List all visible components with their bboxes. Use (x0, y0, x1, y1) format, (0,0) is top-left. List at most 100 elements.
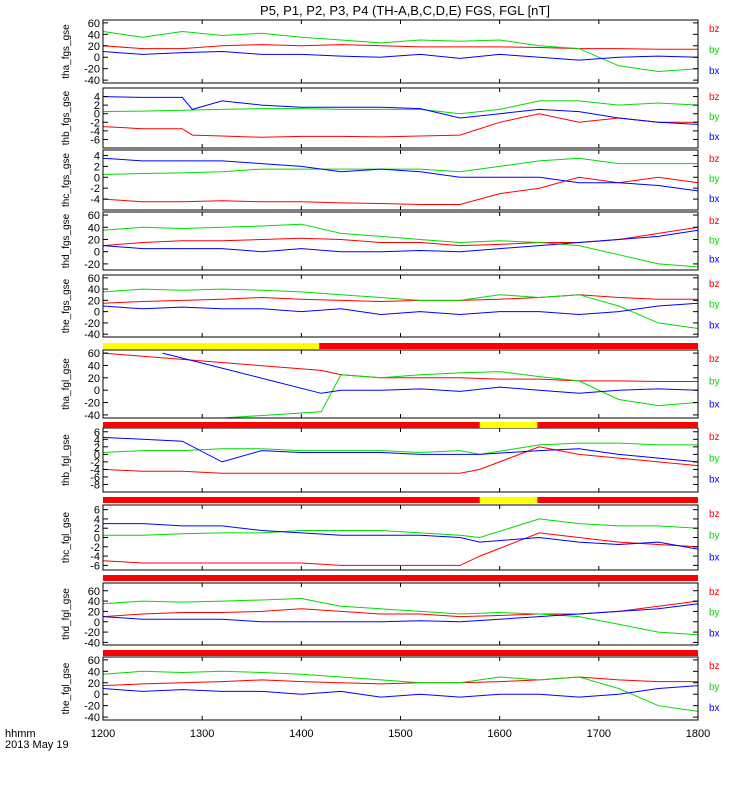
y-tick-label: -20 (84, 701, 100, 713)
x-tick-label: 1800 (686, 728, 710, 740)
mode-bar-segment-red (103, 650, 698, 656)
series-line-bx (162, 352, 698, 394)
mode-bars-group (103, 343, 698, 656)
legend-bx: bx (709, 132, 720, 143)
series-line-bz (103, 532, 698, 566)
legend-bz: bz (709, 432, 720, 443)
y-axis-label: tha_fgl_gse (61, 358, 72, 410)
y-tick-label: 4 (94, 92, 100, 104)
series-line-bz (103, 446, 698, 474)
mode-bar-6 (103, 422, 698, 428)
y-tick-label: -2 (90, 542, 100, 554)
y-tick-label: 2 (94, 523, 100, 535)
mode-bar-segment-red (319, 343, 698, 349)
mode-bar-segment-red (537, 497, 698, 503)
x-tick-label: 1600 (487, 728, 511, 740)
y-tick-label: 60 (88, 655, 100, 667)
y-tick-label: -6 (90, 560, 100, 572)
y-tick-label: 2 (94, 161, 100, 173)
y-tick-label: -20 (84, 64, 100, 76)
series-line-bx (103, 685, 698, 698)
y-tick-label: 40 (88, 360, 100, 372)
legend-bz: bz (709, 587, 720, 598)
series-line-bx (103, 96, 698, 125)
y-tick-label: 20 (88, 295, 100, 307)
panel-2: 420-2-4-6 thb_fgs_gse bz by bx (61, 87, 720, 149)
x-axis: 1200 1300 1400 1500 1600 1700 1800 (91, 728, 710, 740)
panel-frame (102, 149, 699, 211)
y-tick-label: 60 (88, 348, 100, 360)
panel-frame (102, 656, 699, 721)
legend-by: by (709, 45, 720, 56)
mode-bar-5 (103, 343, 698, 349)
legend-bz: bz (709, 509, 720, 520)
series-line-bx (103, 436, 698, 463)
y-tick-label: 40 (88, 29, 100, 41)
series-line-by (103, 30, 698, 73)
y-tick-label: 0 (94, 385, 100, 397)
y-axis-label: the_fgs_gse (61, 278, 72, 333)
mode-bar-segment-yellow (479, 422, 538, 428)
x-tick-label: 1700 (587, 728, 611, 740)
legend-by: by (709, 608, 720, 619)
panel-frame (102, 504, 699, 571)
figure-title: P5, P1, P2, P3, P4 (TH-A,B,C,D,E) FGS, F… (260, 3, 550, 18)
legend-bz: bz (709, 279, 720, 290)
y-tick-label: -40 (84, 712, 100, 724)
panel-3: 420-2-4 thc_fgs_gse bz by bx (61, 149, 720, 211)
series-line-by (103, 157, 698, 175)
y-tick-label: 20 (88, 678, 100, 690)
panel-frame (102, 274, 699, 338)
y-axis-label: thc_fgl_gse (61, 511, 72, 563)
y-tick-label: -2 (90, 457, 100, 469)
y-tick-label: 0 (94, 617, 100, 629)
mode-bar-8 (103, 575, 698, 581)
y-axis-label: thb_fgs_gse (61, 90, 72, 145)
legend-by: by (709, 112, 720, 123)
legend-bz: bz (709, 354, 720, 365)
series-line-bx (103, 603, 698, 623)
y-axis-label: the_fgl_gse (61, 662, 72, 714)
y-tick-label: -2 (90, 117, 100, 129)
legend-by: by (709, 377, 720, 388)
y-tick-label: 20 (88, 41, 100, 53)
y-tick-label: 2 (94, 442, 100, 454)
y-tick-label: 0 (94, 109, 100, 121)
mode-bar-7 (103, 497, 698, 503)
x-tick-label: 1200 (91, 728, 115, 740)
series-line-by (103, 442, 698, 455)
y-tick-label: -20 (84, 318, 100, 330)
series-line-bz (103, 294, 698, 304)
y-tick-label: 40 (88, 666, 100, 678)
series-line-bz (103, 176, 698, 205)
legend-bx: bx (709, 628, 720, 639)
y-axis-label: thb_fgl_gse (61, 434, 72, 486)
mode-bar-segment-red (103, 497, 480, 503)
legend-bz: bz (709, 661, 720, 672)
panel-frame (102, 427, 699, 493)
y-tick-label: -40 (84, 410, 100, 422)
legend-bx: bx (709, 66, 720, 77)
y-tick-label: 4 (94, 150, 100, 162)
x-tick-label: 1300 (190, 728, 214, 740)
y-tick-label: 6 (94, 505, 100, 517)
legend-bz: bz (709, 92, 720, 103)
series-line-bx (103, 302, 698, 316)
y-tick-label: -40 (84, 329, 100, 341)
legend-bx: bx (709, 703, 720, 714)
mode-bar-segment-yellow (103, 343, 320, 349)
series-line-bz (103, 676, 698, 687)
y-tick-label: 0 (94, 172, 100, 184)
y-tick-label: 40 (88, 284, 100, 296)
series-line-bx (103, 157, 698, 192)
y-tick-label: -6 (90, 472, 100, 484)
x-axis-label-date: 2013 May 19 (5, 739, 69, 751)
y-tick-label: 0 (94, 533, 100, 545)
y-tick-label: 0 (94, 689, 100, 701)
